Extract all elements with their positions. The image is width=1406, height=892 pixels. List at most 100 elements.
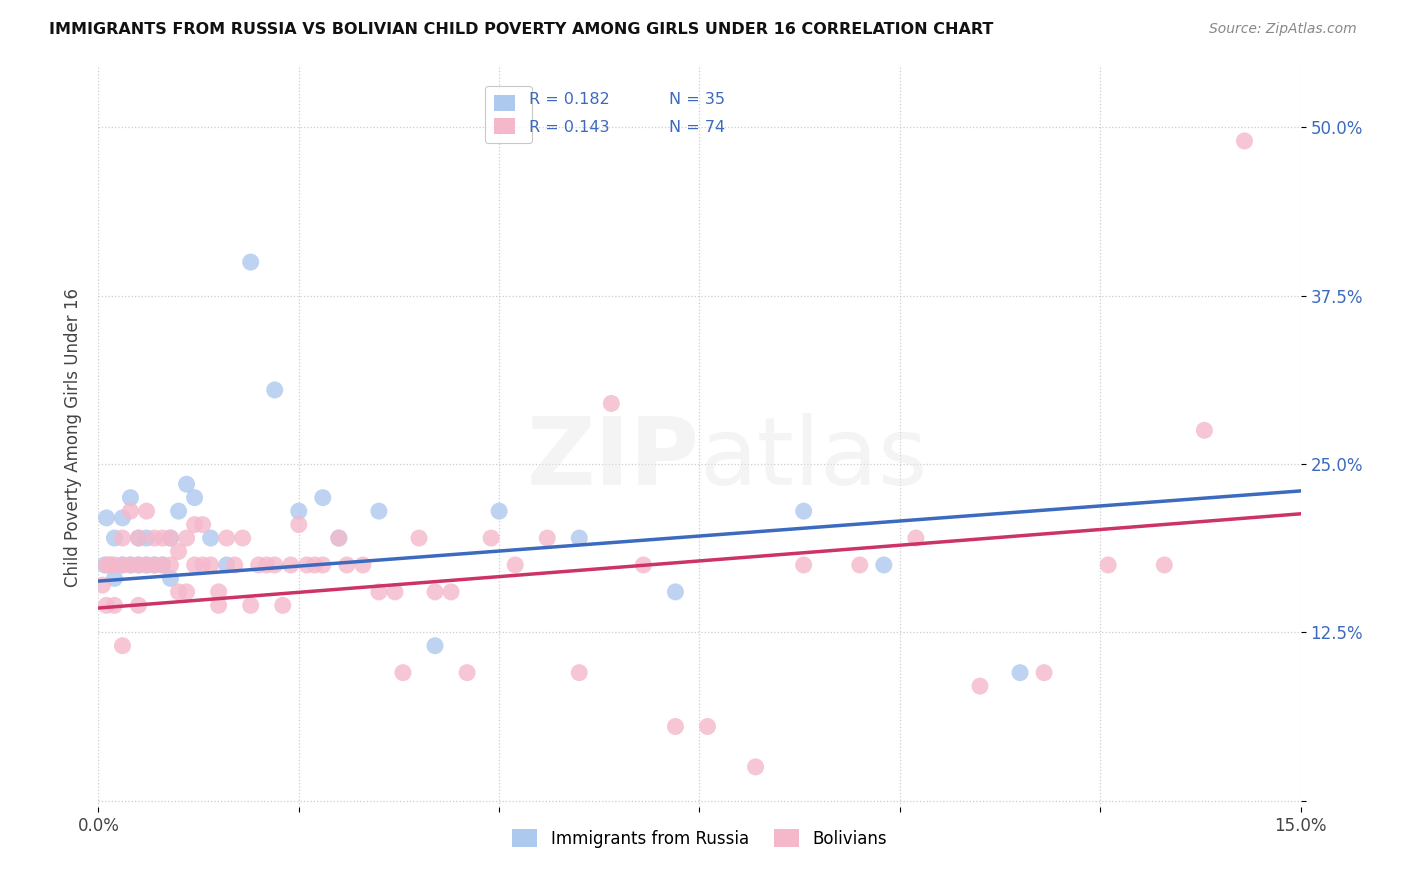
Point (232, 531, 254, 545)
Point (176, 477, 198, 491)
Point (263, 558, 285, 572)
Y-axis label: Child Poverty Among Girls Under 16: Child Poverty Among Girls Under 16 (63, 287, 82, 587)
Point (1194, 423, 1216, 437)
Point (408, 531, 430, 545)
Point (304, 558, 326, 572)
Point (159, 571, 181, 585)
Point (849, 558, 872, 572)
Point (191, 558, 214, 572)
Point (91, 578, 114, 592)
Text: IMMIGRANTS FROM RUSSIA VS BOLIVIAN CHILD POVERTY AMONG GIRLS UNDER 16 CORRELATIO: IMMIGRANTS FROM RUSSIA VS BOLIVIAN CHILD… (49, 22, 994, 37)
Point (120, 558, 142, 572)
Point (392, 665, 415, 680)
Legend: Immigrants from Russia, Bolivians: Immigrants from Russia, Bolivians (506, 822, 893, 855)
Point (288, 517, 311, 532)
Point (352, 558, 374, 572)
Point (128, 558, 150, 572)
Point (1153, 558, 1175, 572)
Point (111, 531, 134, 545)
Point (159, 558, 181, 572)
Point (633, 558, 655, 572)
Point (200, 558, 222, 572)
Point (94, 558, 117, 572)
Point (111, 558, 134, 572)
Point (100, 558, 122, 572)
Point (873, 558, 896, 572)
Point (111, 558, 134, 572)
Point (143, 558, 166, 572)
Point (312, 491, 335, 505)
Text: R = 0.143: R = 0.143 (529, 120, 609, 135)
Point (271, 599, 294, 613)
Point (328, 531, 350, 545)
Point (423, 639, 446, 653)
Point (128, 558, 150, 572)
Point (135, 531, 157, 545)
Point (280, 558, 302, 572)
Point (536, 531, 558, 545)
Text: N = 35: N = 35 (669, 92, 725, 107)
Point (167, 544, 190, 558)
Point (152, 558, 174, 572)
Point (191, 517, 214, 532)
Point (336, 558, 359, 572)
Point (167, 504, 190, 518)
Point (239, 255, 262, 269)
Point (167, 585, 190, 599)
Point (176, 585, 198, 599)
Point (215, 558, 238, 572)
Point (111, 511, 134, 525)
Point (159, 531, 181, 545)
Point (120, 558, 142, 572)
Point (664, 719, 686, 733)
Point (215, 531, 238, 545)
Point (600, 396, 623, 410)
Point (200, 531, 222, 545)
Point (183, 491, 205, 505)
Point (456, 665, 478, 680)
Point (111, 639, 134, 653)
Point (224, 558, 246, 572)
Point (103, 571, 125, 585)
Point (208, 585, 231, 599)
Point (744, 760, 766, 774)
Point (696, 719, 718, 733)
Point (793, 558, 815, 572)
Point (120, 491, 142, 505)
Point (152, 558, 174, 572)
Point (103, 531, 125, 545)
Point (100, 558, 122, 572)
Point (440, 585, 463, 599)
Point (295, 558, 318, 572)
Text: N = 74: N = 74 (669, 120, 725, 135)
Point (488, 504, 510, 518)
Point (176, 531, 198, 545)
Point (208, 599, 231, 613)
Point (793, 504, 815, 518)
Point (1233, 134, 1256, 148)
Point (183, 558, 205, 572)
Point (368, 585, 391, 599)
Point (128, 599, 150, 613)
Point (423, 585, 446, 599)
Point (103, 599, 125, 613)
Point (135, 504, 157, 518)
Point (1097, 558, 1119, 572)
Point (263, 383, 285, 397)
Point (120, 504, 142, 518)
Point (503, 558, 526, 572)
Point (1033, 665, 1056, 680)
Text: atlas: atlas (699, 413, 928, 505)
Point (568, 531, 591, 545)
Point (152, 531, 174, 545)
Point (135, 558, 157, 572)
Point (143, 558, 166, 572)
Point (368, 504, 391, 518)
Point (479, 531, 502, 545)
Point (96, 599, 118, 613)
Point (128, 531, 150, 545)
Point (239, 599, 262, 613)
Point (256, 558, 278, 572)
Point (904, 531, 927, 545)
Text: ZIP: ZIP (527, 413, 699, 505)
